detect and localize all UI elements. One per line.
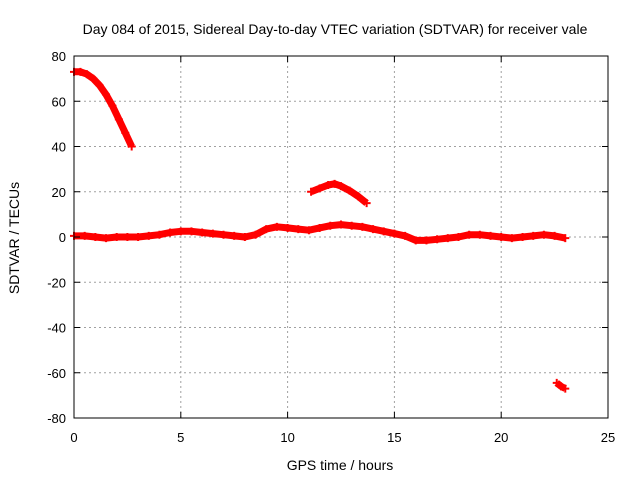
- y-tick-label: -40: [47, 321, 66, 336]
- data-point: [219, 230, 228, 239]
- data-point: [550, 231, 559, 240]
- y-tick-label: -60: [47, 366, 66, 381]
- data-point: [176, 227, 185, 236]
- data-point: [347, 221, 356, 230]
- x-tick-label: 20: [494, 430, 508, 445]
- x-tick-label: 5: [177, 430, 184, 445]
- data-point: [112, 233, 121, 241]
- data-point: [358, 222, 367, 231]
- data-point: [379, 227, 388, 236]
- data-point: [475, 230, 484, 239]
- data-point: [76, 67, 85, 76]
- data-point: [539, 230, 548, 239]
- data-point: [552, 378, 561, 387]
- data-point: [144, 231, 153, 240]
- data-series: [70, 67, 570, 393]
- data-point: [337, 182, 345, 191]
- series-baseline: [70, 220, 570, 245]
- data-point: [561, 384, 570, 393]
- data-point: [102, 234, 111, 243]
- data-point: [108, 101, 117, 110]
- data-point: [230, 231, 239, 240]
- data-point: [251, 230, 260, 239]
- data-point: [390, 229, 399, 238]
- data-point: [443, 234, 452, 243]
- data-point: [208, 229, 217, 238]
- chart-title: Day 084 of 2015, Sidereal Day-to-day VTE…: [83, 21, 588, 37]
- data-point: [411, 236, 420, 245]
- y-tick-label: 0: [59, 230, 66, 245]
- x-tick-label: 15: [387, 430, 401, 445]
- data-point: [401, 231, 410, 240]
- data-point: [304, 226, 313, 235]
- data-point: [114, 115, 123, 124]
- data-point: [433, 235, 442, 244]
- data-point: [315, 184, 324, 193]
- data-point: [82, 70, 91, 79]
- data-point: [354, 192, 363, 201]
- y-axis-ticks: 80 60 40 20 0 -20 -40 -60 -80: [47, 49, 608, 426]
- data-point: [89, 74, 98, 83]
- data-point: [262, 225, 271, 234]
- data-point: [315, 223, 324, 232]
- data-point: [155, 230, 164, 239]
- x-axis-ticks: 0 5 10 15 20 25: [70, 56, 615, 445]
- data-point: [369, 225, 378, 234]
- data-point: [283, 223, 292, 232]
- data-point: [497, 233, 506, 241]
- data-point: [166, 228, 175, 237]
- y-axis-title: SDTVAR / TECUs: [6, 182, 22, 294]
- data-point: [123, 233, 132, 241]
- y-tick-label: -80: [47, 411, 66, 426]
- x-axis-title: GPS time / hours: [287, 457, 394, 473]
- data-point: [102, 90, 111, 99]
- series-arc-late: [552, 378, 570, 393]
- data-point: [422, 236, 431, 245]
- data-point: [95, 81, 104, 90]
- y-tick-label: 60: [52, 94, 66, 109]
- data-point: [198, 228, 207, 237]
- data-point: [529, 231, 538, 240]
- data-point: [465, 230, 474, 239]
- series-arc-early: [70, 67, 136, 151]
- data-point: [80, 231, 89, 240]
- series-trace: [74, 68, 135, 148]
- data-point: [507, 234, 516, 243]
- data-point: [91, 233, 100, 241]
- data-point: [557, 382, 566, 391]
- data-point: [345, 186, 354, 195]
- series-arc-midday: [307, 179, 371, 208]
- y-tick-label: -20: [47, 275, 66, 290]
- data-point: [324, 180, 333, 189]
- data-point: [294, 225, 303, 234]
- data-point: [518, 233, 527, 241]
- y-tick-label: 20: [52, 185, 66, 200]
- data-point: [362, 199, 371, 208]
- data-point: [486, 231, 495, 240]
- data-point: [240, 233, 249, 241]
- y-tick-label: 80: [52, 49, 66, 64]
- x-tick-label: 0: [70, 430, 77, 445]
- data-point: [561, 234, 570, 243]
- data-point: [272, 222, 281, 231]
- x-tick-label: 10: [280, 430, 294, 445]
- data-point: [307, 187, 316, 196]
- data-point: [187, 227, 196, 236]
- y-tick-label: 40: [52, 140, 66, 155]
- x-tick-label: 25: [601, 430, 615, 445]
- data-point: [326, 221, 335, 230]
- data-point: [454, 233, 463, 241]
- data-point: [121, 128, 130, 137]
- data-point: [127, 142, 136, 151]
- data-point: [337, 220, 345, 229]
- data-point: [330, 179, 339, 188]
- data-point: [134, 233, 143, 241]
